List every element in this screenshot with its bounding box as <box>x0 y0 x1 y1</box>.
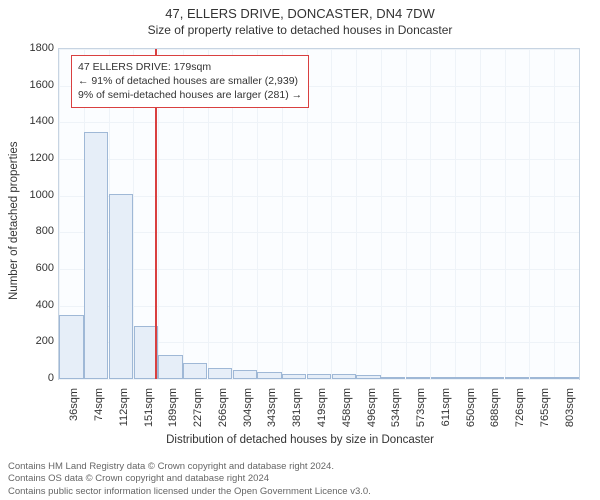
xtick-label: 803sqm <box>564 388 576 448</box>
histogram-bar <box>257 372 281 379</box>
gridline-v <box>554 49 555 379</box>
xtick-label: 458sqm <box>341 388 353 448</box>
histogram-bar <box>84 132 108 380</box>
gridline-v <box>356 49 357 379</box>
histogram-bar <box>530 377 554 379</box>
histogram-bar <box>307 374 331 380</box>
histogram-bar <box>158 355 182 379</box>
annot-line-1: 47 ELLERS DRIVE: 179sqm <box>78 60 302 74</box>
ytick-label: 1200 <box>4 152 54 164</box>
xtick-label: 573sqm <box>415 388 427 448</box>
histogram-bar <box>59 315 83 379</box>
xtick-label: 496sqm <box>366 388 378 448</box>
xtick-label: 650sqm <box>465 388 477 448</box>
ytick-label: 200 <box>4 335 54 347</box>
ytick-label: 400 <box>4 299 54 311</box>
xtick-label: 36sqm <box>68 388 80 448</box>
ytick-label: 800 <box>4 225 54 237</box>
xtick-label: 611sqm <box>440 388 452 448</box>
xtick-label: 227sqm <box>192 388 204 448</box>
gridline-v <box>480 49 481 379</box>
histogram-bar <box>233 370 257 379</box>
xtick-label: 726sqm <box>514 388 526 448</box>
histogram-bar <box>356 375 380 379</box>
histogram-bar <box>183 363 207 380</box>
ytick-label: 1600 <box>4 79 54 91</box>
gridline-v <box>505 49 506 379</box>
xtick-label: 765sqm <box>539 388 551 448</box>
xtick-label: 112sqm <box>118 388 130 448</box>
y-axis-label: Number of detached properties <box>8 141 20 300</box>
xtick-label: 304sqm <box>242 388 254 448</box>
gridline-h <box>59 306 579 307</box>
footer-line-3: Contains public sector information licen… <box>8 486 592 498</box>
gridline-h <box>59 122 579 123</box>
gridline-h <box>59 159 579 160</box>
gridline-h <box>59 269 579 270</box>
footer-line-2: Contains OS data © Crown copyright and d… <box>8 473 592 485</box>
gridline-h <box>59 49 579 50</box>
page-title: 47, ELLERS DRIVE, DONCASTER, DN4 7DW <box>0 0 600 21</box>
annot-line-3: 9% of semi-detached houses are larger (2… <box>78 88 302 102</box>
xtick-label: 74sqm <box>93 388 105 448</box>
annot-line-2: ← 91% of detached houses are smaller (2,… <box>78 74 302 88</box>
ytick-label: 600 <box>4 262 54 274</box>
gridline-h <box>59 196 579 197</box>
plot-area: 47 ELLERS DRIVE: 179sqm ← 91% of detache… <box>58 48 580 380</box>
histogram-bar <box>208 368 232 379</box>
footer-line-1: Contains HM Land Registry data © Crown c… <box>8 461 592 473</box>
marker-annotation: 47 ELLERS DRIVE: 179sqm ← 91% of detache… <box>71 55 309 108</box>
histogram-bar <box>332 374 356 379</box>
gridline-v <box>381 49 382 379</box>
gridline-v <box>406 49 407 379</box>
ytick-label: 1800 <box>4 42 54 54</box>
chart-container: Number of detached properties 47 ELLERS … <box>0 40 600 440</box>
gridline-v <box>529 49 530 379</box>
histogram-bar <box>505 377 529 379</box>
gridline-h <box>59 232 579 233</box>
xtick-label: 381sqm <box>291 388 303 448</box>
page-subtitle: Size of property relative to detached ho… <box>0 21 600 37</box>
histogram-bar <box>282 374 306 380</box>
gridline-v <box>455 49 456 379</box>
ytick-label: 0 <box>4 372 54 384</box>
xtick-label: 419sqm <box>316 388 328 448</box>
histogram-bar <box>431 377 455 379</box>
histogram-bar <box>480 377 504 379</box>
histogram-bar <box>554 377 578 379</box>
gridline-v <box>331 49 332 379</box>
ytick-label: 1000 <box>4 189 54 201</box>
ytick-label: 1400 <box>4 115 54 127</box>
xtick-label: 534sqm <box>390 388 402 448</box>
footer: Contains HM Land Registry data © Crown c… <box>0 461 600 498</box>
gridline-h <box>59 379 579 380</box>
xtick-label: 189sqm <box>167 388 179 448</box>
xtick-label: 343sqm <box>266 388 278 448</box>
histogram-bar <box>406 377 430 379</box>
histogram-bar <box>381 377 405 379</box>
histogram-bar <box>455 377 479 379</box>
histogram-bar <box>134 326 158 379</box>
xtick-label: 688sqm <box>489 388 501 448</box>
xtick-label: 151sqm <box>143 388 155 448</box>
histogram-bar <box>109 194 133 379</box>
xtick-label: 266sqm <box>217 388 229 448</box>
gridline-v <box>430 49 431 379</box>
